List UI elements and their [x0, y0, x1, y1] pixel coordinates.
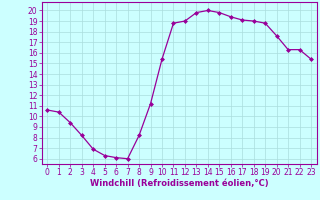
- X-axis label: Windchill (Refroidissement éolien,°C): Windchill (Refroidissement éolien,°C): [90, 179, 268, 188]
